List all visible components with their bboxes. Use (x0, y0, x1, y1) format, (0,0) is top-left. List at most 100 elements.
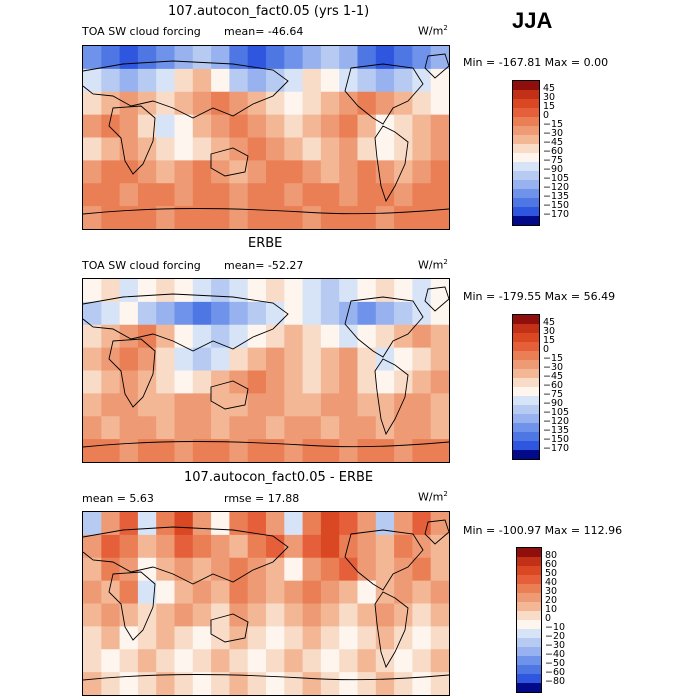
colorbar-swatch (517, 683, 541, 692)
map-cell (357, 512, 377, 536)
colorbar-tick-label: −45 (543, 371, 564, 382)
map-cell (229, 370, 249, 394)
map-cell (302, 279, 322, 303)
map-cell (266, 137, 285, 161)
map-cell (83, 160, 102, 184)
map-cell (339, 68, 359, 93)
map-cell (357, 68, 377, 93)
map-cell (156, 183, 176, 207)
map-cell (119, 160, 139, 184)
colorbar-tick-label: 30 (545, 586, 558, 597)
map-cell (320, 534, 340, 559)
colorbar-swatch (513, 315, 539, 324)
map-cell (284, 301, 304, 326)
map-cell (302, 324, 322, 349)
map-cell (229, 439, 249, 462)
colorbar-swatch (513, 108, 539, 117)
map-cell (412, 603, 432, 627)
map-cell (174, 439, 194, 462)
map-cell (156, 649, 176, 673)
map-cell (320, 370, 340, 394)
coastline (83, 60, 289, 119)
map-cell (375, 91, 395, 116)
map-cell (430, 416, 449, 440)
map-cell (394, 68, 413, 93)
map-cell (247, 512, 267, 536)
map-cell (320, 649, 340, 673)
colorbar-swatch (513, 135, 539, 144)
map-cell (339, 183, 359, 207)
map-cell (174, 370, 194, 394)
colorbar-tick-label: −80 (545, 676, 566, 687)
map-cell (430, 672, 449, 695)
map-cell (357, 626, 377, 650)
map-cell (229, 580, 249, 605)
map-cell (83, 649, 102, 673)
map-cell (339, 557, 359, 582)
map-cell (137, 626, 157, 650)
colorbar-swatch (513, 414, 539, 423)
map-cell (412, 114, 432, 139)
map-cell (266, 206, 285, 229)
map-cell (83, 672, 102, 695)
map-cell (339, 534, 359, 559)
map-cell (302, 301, 322, 326)
map-cell (284, 416, 304, 440)
map-cell (247, 137, 267, 161)
map-cell (430, 279, 449, 303)
colorbar-swatch (513, 450, 539, 459)
map-cell (229, 206, 249, 229)
map-cell (339, 393, 359, 417)
map-cell (119, 439, 139, 462)
map-cell (83, 206, 102, 229)
map-cell (192, 91, 212, 116)
map-cell (284, 393, 304, 417)
map-cell (284, 534, 304, 559)
map-cell (229, 279, 249, 303)
map-cell (211, 580, 230, 605)
map-cell (137, 439, 157, 462)
colorbar-tick-label: −60 (543, 146, 564, 157)
map-cell (156, 46, 176, 70)
map-cell (284, 626, 304, 650)
map-cell (137, 91, 157, 116)
map-cell (156, 557, 176, 582)
map-cell (119, 183, 139, 207)
colorbar-tick-label: −40 (545, 649, 566, 660)
map-cell (339, 46, 359, 70)
map-cell (284, 603, 304, 627)
colorbar-swatch (517, 584, 541, 593)
map-cell (266, 114, 285, 139)
map-cell (357, 160, 377, 184)
map-cell (284, 114, 304, 139)
map-cell (229, 393, 249, 417)
map-cell (119, 626, 139, 650)
map-cell (119, 603, 139, 627)
map-cell (137, 347, 157, 372)
map-cell (156, 68, 176, 93)
colorbar-tick-label: −60 (543, 380, 564, 391)
map-cell (284, 183, 304, 207)
map-cell (375, 416, 395, 440)
colorbar-swatch (513, 99, 539, 108)
map-cell (375, 279, 395, 303)
map-cell (174, 626, 194, 650)
map-cell (412, 347, 432, 372)
map-cell (192, 347, 212, 372)
map-cell (302, 649, 322, 673)
map-cell (192, 557, 212, 582)
map-cell (375, 439, 395, 462)
map-cell (394, 603, 413, 627)
map-cell (412, 137, 432, 161)
map-cell (83, 324, 102, 349)
map-cell (320, 279, 340, 303)
map-cell (302, 512, 322, 536)
map-cell (357, 393, 377, 417)
colorbar-tick-label: −30 (543, 362, 564, 373)
map-cell (266, 46, 285, 70)
map-cell (394, 649, 413, 673)
panel-2-title: ERBE (248, 236, 283, 251)
map-cell (137, 370, 157, 394)
map-cell (247, 416, 267, 440)
map-cell (247, 626, 267, 650)
